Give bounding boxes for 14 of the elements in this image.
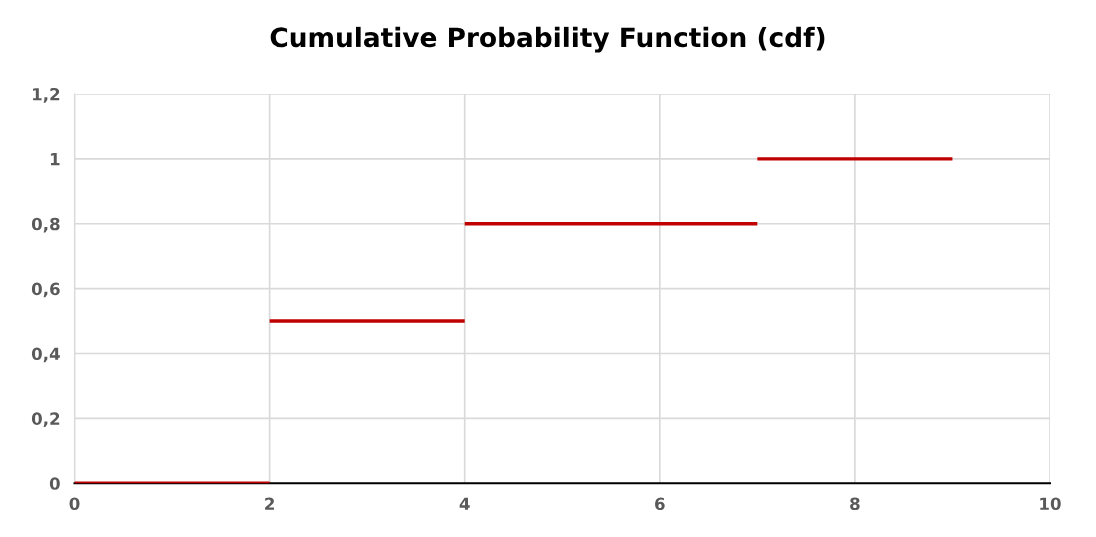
y-tick-label: 0,4 bbox=[31, 347, 60, 363]
x-tick-label: 6 bbox=[655, 497, 665, 511]
y-tick-label: 0,6 bbox=[31, 282, 60, 298]
x-tick-label: 0 bbox=[69, 497, 80, 511]
y-tick-label: 0 bbox=[49, 477, 60, 490]
x-tick-label: 10 bbox=[1040, 497, 1061, 511]
y-tick-label: 1,2 bbox=[33, 87, 60, 103]
x-tick-label: 2 bbox=[265, 497, 274, 510]
chart-title: Cumulative Probability Function (cdf) bbox=[270, 26, 825, 53]
x-tick-label: 8 bbox=[850, 497, 860, 511]
x-tick-label: 4 bbox=[459, 497, 470, 510]
y-tick-label: 0,8 bbox=[31, 217, 60, 233]
y-tick-label: 1 bbox=[50, 153, 60, 166]
y-tick-label: 0,2 bbox=[31, 412, 60, 428]
